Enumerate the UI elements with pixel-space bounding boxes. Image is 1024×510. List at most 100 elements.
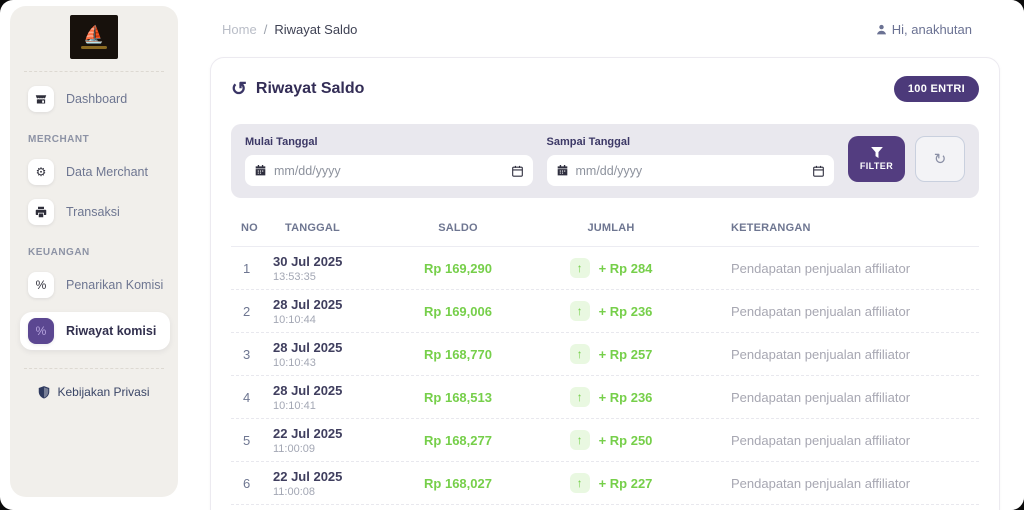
row-jumlah: + Rp 284 [598, 260, 653, 276]
sidebar-section-keuangan: KEUANGAN [28, 247, 90, 258]
table-row: 4 28 Jul 2025 10:10:41 Rp 168,513 ↑ + Rp… [231, 376, 979, 419]
user-greeting-label: Hi, anakhutan [891, 22, 972, 37]
row-saldo: Rp 168,027 [424, 475, 492, 491]
page-title: Riwayat Saldo [255, 80, 365, 97]
breadcrumb-separator: / [263, 22, 268, 37]
row-jumlah-cell: ↑ + Rp 227 [531, 473, 691, 493]
breadcrumb-home-link[interactable]: Home [222, 22, 257, 37]
printer-icon [28, 199, 54, 225]
row-saldo: Rp 168,277 [424, 432, 492, 448]
privacy-link[interactable]: Kebijakan Privasi [10, 385, 178, 399]
row-date-cell: 22 Jul 2025 11:00:09 [265, 426, 385, 455]
filter-button[interactable]: FILTER [848, 136, 905, 182]
logo-wordmark [81, 45, 107, 49]
sidebar-item-riwayat-komisi[interactable]: % Riwayat komisi [20, 312, 170, 350]
row-keterangan: Pendapatan penjualan affiliator [731, 346, 911, 362]
row-time: 13:53:35 [273, 270, 316, 283]
row-saldo: Rp 169,290 [424, 260, 492, 276]
main-area: Home / Riwayat Saldo Hi, anakhutan ↺ Riw… [178, 0, 1024, 510]
row-jumlah: + Rp 250 [598, 432, 653, 448]
end-date-field[interactable] [575, 163, 805, 178]
row-keterangan: Pendapatan penjualan affiliator [731, 389, 911, 405]
row-saldo: Rp 169,006 [424, 303, 492, 319]
row-date: 22 Jul 2025 [273, 425, 343, 441]
refresh-icon: ↻ [933, 151, 947, 168]
date-picker-icon[interactable] [813, 165, 824, 177]
col-header-keterangan: KETERANGAN [731, 222, 811, 234]
sidebar: ⛵ Dashboard MERCHANT ⚙ Data Merchant Tra… [10, 6, 178, 497]
sidebar-item-label: Riwayat komisi [66, 324, 157, 338]
arrow-up-icon: ↑ [569, 258, 590, 278]
arrow-up-icon: ↑ [569, 387, 590, 407]
table-row: 3 28 Jul 2025 10:10:43 Rp 168,770 ↑ + Rp… [231, 333, 979, 376]
date-picker-icon[interactable] [511, 165, 523, 177]
arrow-up-icon: ↑ [569, 301, 590, 321]
row-date-cell: 30 Jul 2025 13:53:35 [265, 254, 385, 283]
row-jumlah: + Rp 236 [598, 389, 653, 405]
brand-logo[interactable]: ⛵ [70, 15, 118, 59]
storefront-icon [28, 86, 54, 112]
refresh-button[interactable]: ↻ [915, 136, 965, 182]
row-number: 2 [243, 303, 251, 319]
calendar-icon [255, 165, 266, 176]
sidebar-item-transaksi[interactable]: Transaksi [28, 197, 164, 227]
sidebar-item-label: Transaksi [66, 205, 120, 219]
row-date: 28 Jul 2025 [273, 296, 343, 312]
history-clock-icon: ↺ [231, 78, 247, 100]
table-row: 6 22 Jul 2025 11:00:08 Rp 168,027 ↑ + Rp… [231, 462, 979, 505]
row-keterangan: Pendapatan penjualan affiliator [731, 432, 911, 448]
row-time: 11:00:08 [273, 485, 316, 498]
sidebar-item-penarikan-komisi[interactable]: % Penarikan Komisi [28, 270, 164, 300]
privacy-label: Kebijakan Privasi [57, 385, 150, 399]
col-header-tanggal: TANGGAL [285, 222, 340, 234]
row-saldo: Rp 168,770 [424, 346, 492, 362]
sidebar-item-data-merchant[interactable]: ⚙ Data Merchant [28, 157, 164, 187]
row-time: 10:10:41 [273, 399, 316, 412]
sidebar-item-label: Penarikan Komisi [66, 278, 164, 292]
percent-icon: % [28, 272, 54, 298]
row-jumlah-cell: ↑ + Rp 236 [531, 387, 691, 407]
row-number: 1 [243, 260, 251, 276]
entry-count-badge: 100 ENTRI [893, 76, 979, 102]
row-jumlah-cell: ↑ + Rp 236 [531, 301, 691, 321]
row-jumlah: + Rp 236 [598, 303, 653, 319]
saldo-table: NO TANGGAL SALDO JUMLAH KETERANGAN 1 30 … [231, 214, 979, 505]
start-date-input[interactable] [245, 155, 533, 186]
col-header-no: NO [241, 222, 258, 234]
start-date-label: Mulai Tanggal [245, 136, 318, 148]
shield-icon [38, 385, 50, 399]
gear-icon: ⚙ [28, 159, 54, 185]
row-number: 6 [243, 475, 251, 491]
breadcrumb: Home / Riwayat Saldo [222, 22, 357, 37]
ship-emblem-icon: ⛵ [83, 24, 105, 44]
table-row: 5 22 Jul 2025 11:00:09 Rp 168,277 ↑ + Rp… [231, 419, 979, 462]
row-date: 28 Jul 2025 [273, 382, 343, 398]
row-date-cell: 28 Jul 2025 10:10:41 [265, 383, 385, 412]
sidebar-item-dashboard[interactable]: Dashboard [28, 84, 164, 114]
user-greeting[interactable]: Hi, anakhutan [876, 22, 972, 37]
arrow-up-icon: ↑ [569, 430, 590, 450]
col-header-jumlah: JUMLAH [587, 222, 635, 234]
end-date-input[interactable] [546, 155, 834, 186]
row-jumlah: + Rp 257 [598, 346, 653, 362]
table-row: 1 30 Jul 2025 13:53:35 Rp 169,290 ↑ + Rp… [231, 247, 979, 290]
filter-panel: Mulai Tanggal Sampai Tanggal [231, 124, 979, 198]
calendar-icon [557, 165, 568, 176]
riwayat-saldo-card: ↺ Riwayat Saldo 100 ENTRI Mulai Tanggal [210, 57, 1000, 510]
card-header: ↺ Riwayat Saldo 100 ENTRI [231, 76, 979, 102]
row-number: 3 [243, 346, 251, 362]
row-date-cell: 22 Jul 2025 11:00:08 [265, 469, 385, 498]
sidebar-item-label: Dashboard [66, 92, 128, 106]
row-number: 4 [243, 389, 251, 405]
table-row: 2 28 Jul 2025 10:10:44 Rp 169,006 ↑ + Rp… [231, 290, 979, 333]
percent-icon: % [28, 318, 54, 344]
row-keterangan: Pendapatan penjualan affiliator [731, 475, 911, 491]
sidebar-section-merchant: MERCHANT [28, 134, 90, 145]
row-date-cell: 28 Jul 2025 10:10:43 [265, 340, 385, 369]
start-date-field[interactable] [274, 163, 504, 178]
row-time: 10:10:43 [273, 356, 316, 369]
row-date: 28 Jul 2025 [273, 339, 343, 355]
person-icon [876, 24, 887, 35]
row-time: 11:00:09 [273, 442, 316, 455]
